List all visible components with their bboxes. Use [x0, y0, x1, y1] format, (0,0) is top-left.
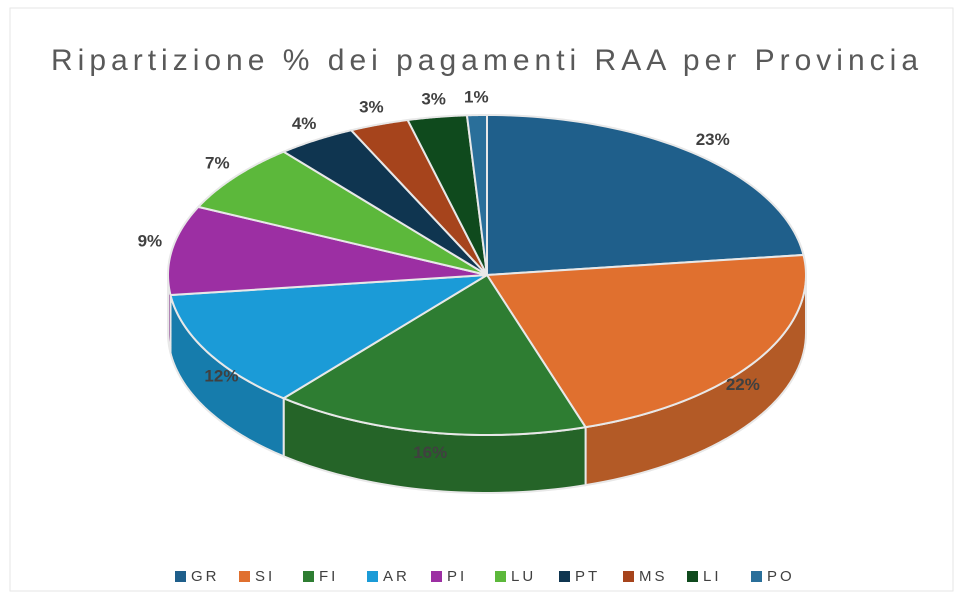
legend-label: AR: [383, 568, 410, 585]
data-label: 3%: [421, 89, 446, 108]
legend-label: GR: [191, 568, 220, 585]
data-label: 16%: [413, 443, 447, 462]
legend-label: LI: [703, 568, 722, 585]
legend-label: PT: [575, 568, 600, 585]
legend-swatch: [495, 571, 506, 582]
legend-swatch: [175, 571, 186, 582]
slice: [281, 129, 488, 276]
legend-label: PO: [767, 568, 795, 585]
legend-swatch: [303, 571, 314, 582]
data-label: 12%: [204, 367, 238, 386]
slice: [486, 113, 805, 277]
legend-swatch: [559, 571, 570, 582]
legend-label: SI: [255, 568, 275, 585]
slice: [349, 118, 488, 276]
slice: [406, 114, 488, 276]
legend-label: FI: [319, 568, 338, 585]
legend-swatch: [751, 571, 762, 582]
slice: [465, 114, 488, 276]
data-label: 23%: [696, 130, 730, 149]
data-label: 7%: [205, 154, 230, 173]
slice: [169, 274, 488, 400]
legend-swatch: [687, 571, 698, 582]
legend-swatch: [367, 571, 378, 582]
data-label: 9%: [138, 232, 163, 251]
legend-swatch: [239, 571, 250, 582]
legend-swatch: [623, 571, 634, 582]
pie: 23% 22% 16% 12% 9% 7% 4% 3% 3% 1%: [138, 87, 807, 494]
data-label: 1%: [464, 87, 489, 106]
data-label: 3%: [359, 97, 384, 116]
slice: [485, 253, 807, 429]
data-label: 22%: [726, 375, 760, 394]
data-label: 4%: [292, 114, 317, 133]
slice: [281, 273, 588, 436]
slice: [167, 205, 488, 297]
legend: GR SI FI AR PI LU PT MS LI PO: [175, 568, 795, 585]
legend-label: PI: [447, 568, 467, 585]
slice: [196, 150, 488, 276]
chart-title: Ripartizione % dei pagamenti RAA per Pro…: [51, 44, 923, 77]
legend-label: LU: [511, 568, 536, 585]
legend-swatch: [431, 571, 442, 582]
legend-label: MS: [639, 568, 668, 585]
